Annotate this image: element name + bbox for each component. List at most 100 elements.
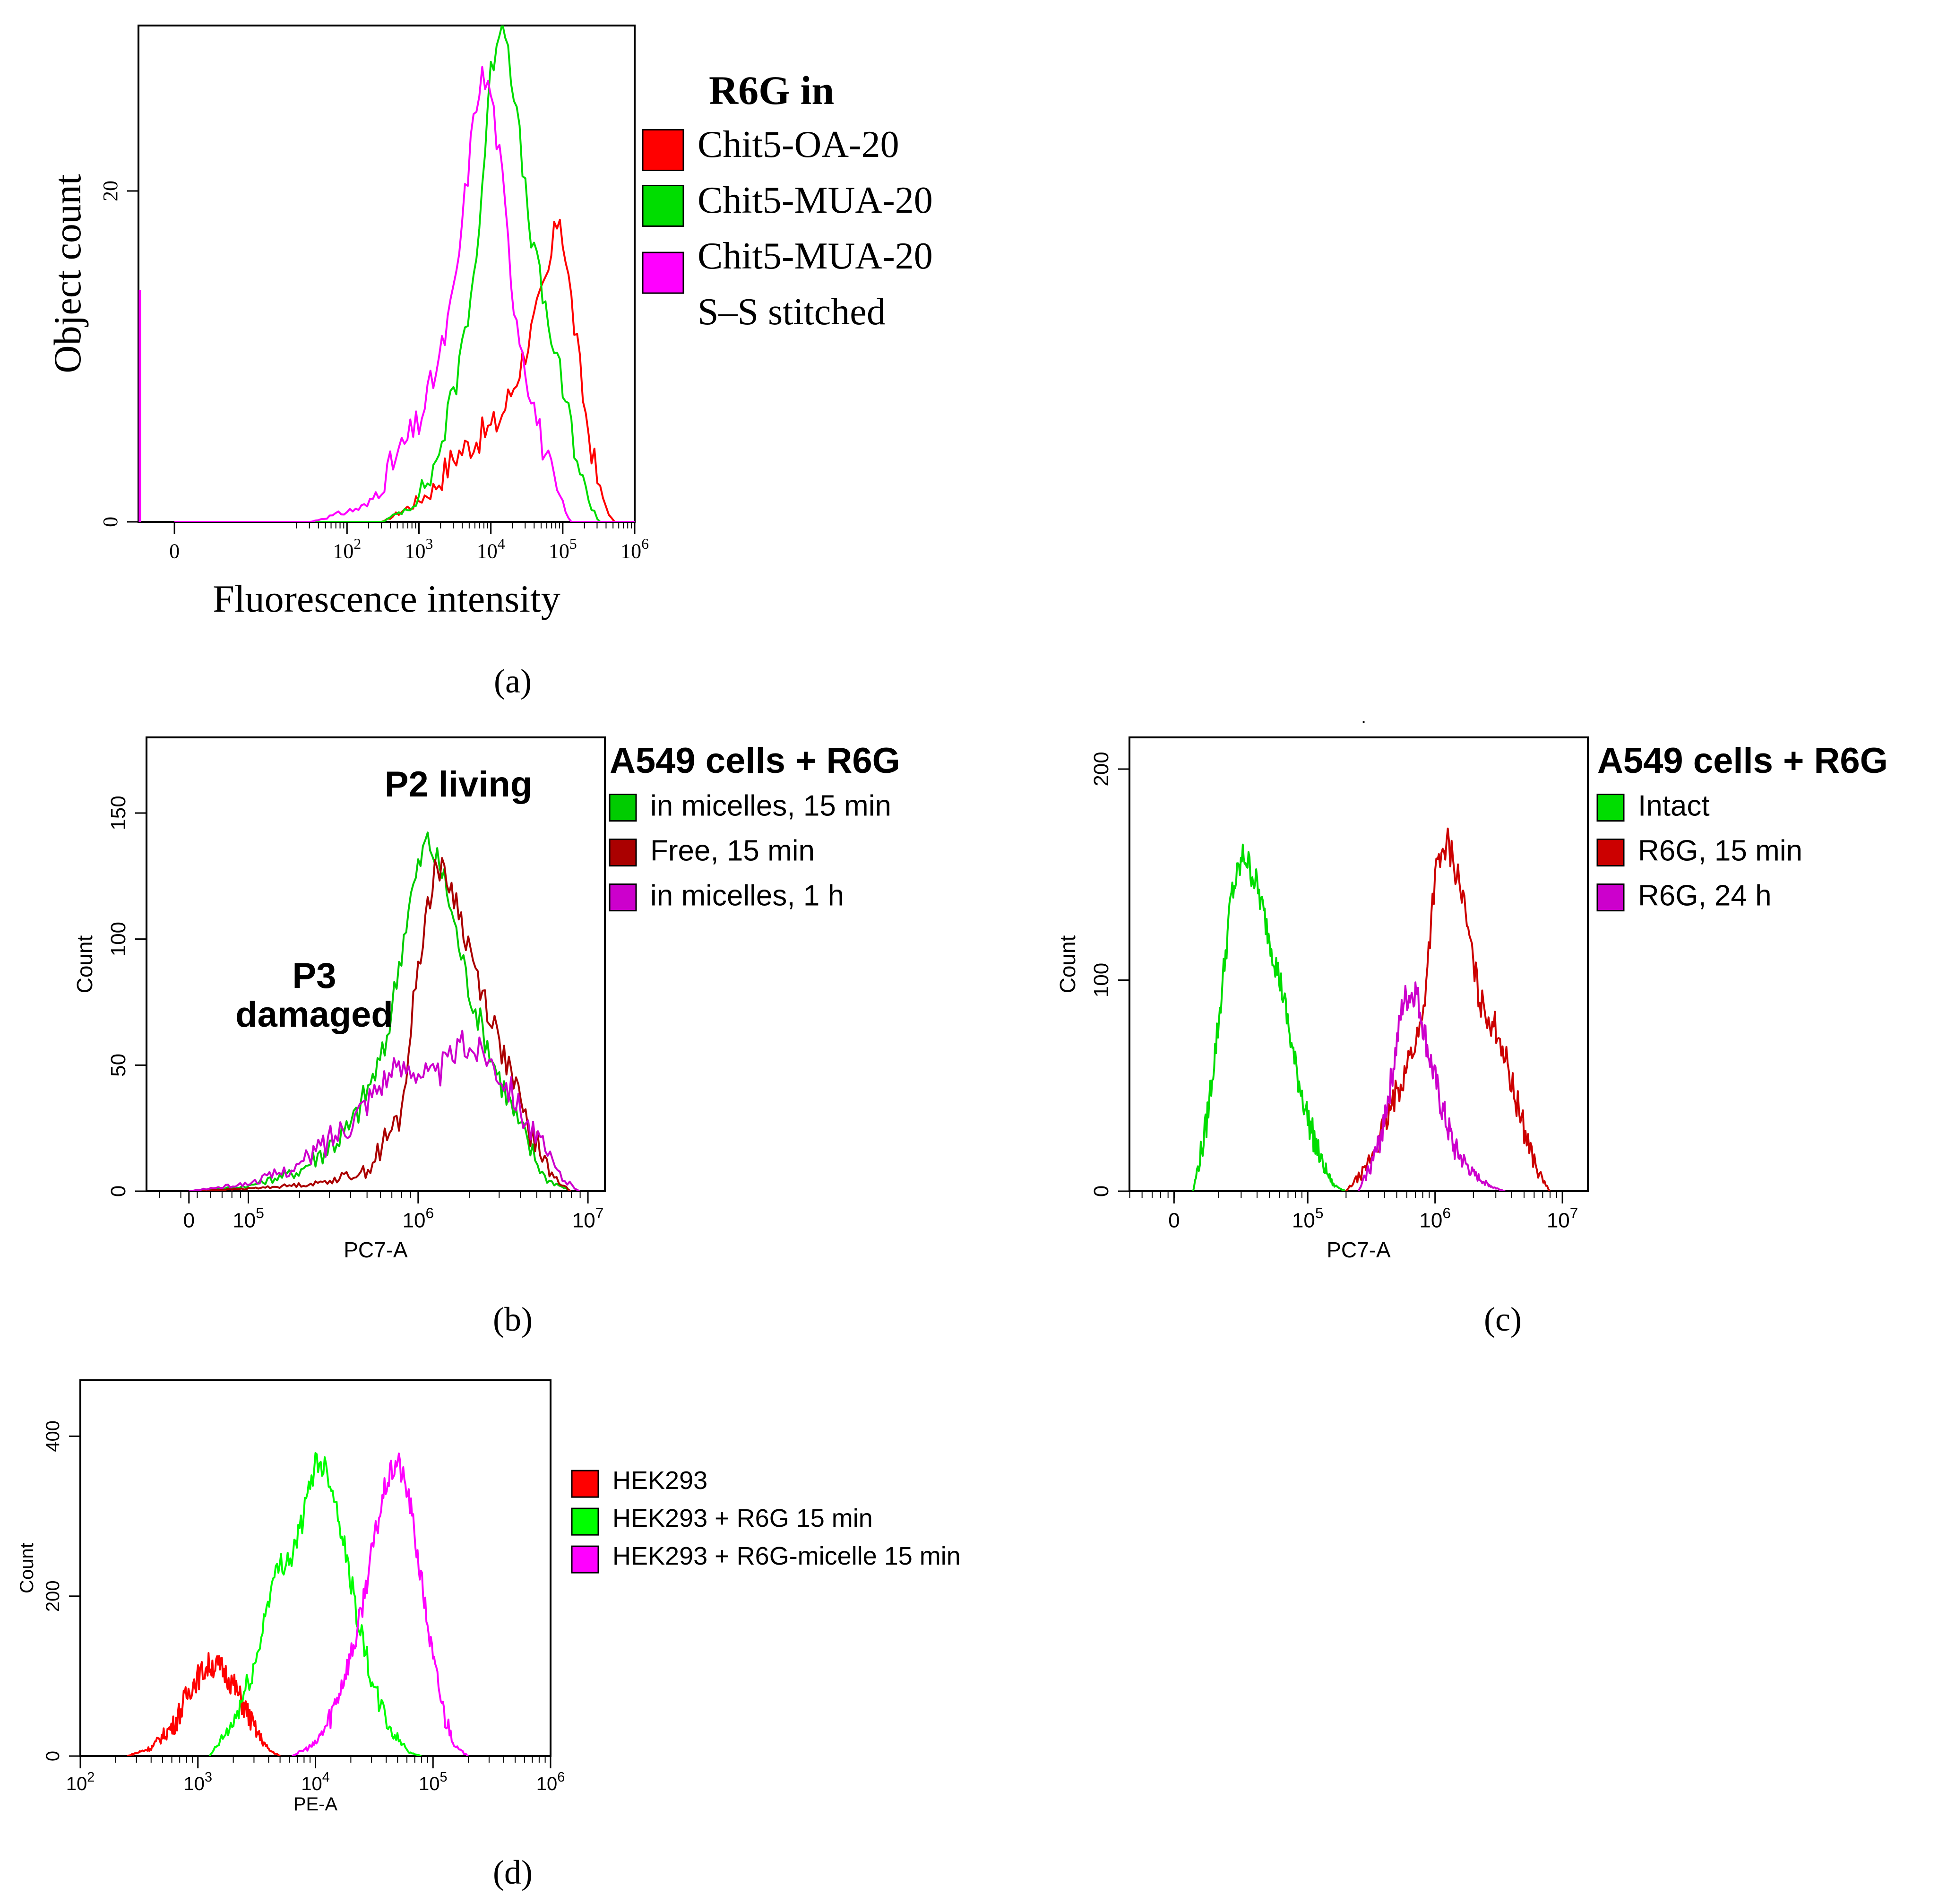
legend-swatch [643,252,683,293]
x-tick-label: 107 [1547,1204,1578,1232]
legend: R6G inChit5-OA-20Chit5-MUA-20Chit5-MUA-2… [643,68,933,333]
x-tick-label: 106 [620,536,649,563]
x-tick-exp: 5 [569,536,577,552]
series-group [128,1453,468,1756]
series-group [174,23,635,522]
legend-label-line: Chit5-OA-20 [698,124,899,165]
legend-swatch [572,1508,598,1535]
x-tick-label: 106 [403,1204,434,1232]
legend: A549 cells + R6G Intact R6G, 15 min R6G, 24… [1597,741,1888,912]
legend-label: HEK293 + R6G 15 min [612,1504,873,1532]
legend-label: Chit5-MUA-20 S–S stitched [698,235,933,333]
x-tick-base: 10 [572,1209,595,1232]
legend-label-line: S–S stitched [698,291,886,333]
x-tick-base: 0 [183,1209,195,1232]
x-tick-base: 10 [477,540,498,563]
x-tick-exp: 6 [641,536,649,552]
legend-swatch [610,884,636,911]
plot-frame [80,1380,551,1756]
x-tick-exp: 2 [87,1770,95,1785]
x-tick-exp: 3 [205,1770,212,1785]
legend-label: Chit5-OA-20 [698,124,899,165]
x-tick-base: 10 [333,540,353,563]
annotation-line: damaged [235,995,393,1035]
legend-label-line: R6G, 15 min [1638,834,1802,867]
x-tick-label: 105 [549,536,577,563]
y-tick-label: 0 [43,1751,63,1761]
legend: HEK293 HEK293 + R6G 15 min HEK293 + R6G-mi… [572,1466,961,1573]
y-tick-label: 50 [107,1054,130,1077]
legend-label-line: Chit5-MUA-20 [698,235,933,277]
annotation-line: P3 [293,956,336,996]
x-tick-label: 105 [1292,1204,1324,1232]
series-line [128,1653,280,1756]
y-axis-label: Count [72,935,97,993]
x-tick-label: 105 [419,1770,448,1794]
x-tick-label: 103 [183,1770,212,1794]
caption-a: (a) [494,662,532,700]
x-tick-label: 0 [169,540,180,563]
legend-label: Intact [1638,789,1710,822]
x-tick-exp: 7 [1570,1204,1578,1221]
y-axis-label: Count [17,1543,37,1593]
stray-mark: . [1361,707,1366,727]
legend-label: Chit5-MUA-20 [698,180,933,221]
legend-label-line: R6G, 24 h [1638,879,1772,912]
caption-d: (d) [493,1853,533,1891]
x-tick-base: 10 [549,540,569,563]
x-axis-label: PC7-A [1327,1238,1391,1262]
y-tick-label: 0 [99,517,122,527]
x-tick-label: 0 [1168,1209,1180,1232]
legend-label-line: HEK293 + R6G-micelle 15 min [612,1542,961,1570]
x-tick-label: 102 [66,1770,95,1794]
x-axis-label: PE-A [293,1794,338,1815]
plot-frame [146,737,605,1191]
x-tick-base: 10 [620,540,641,563]
y-tick-label: 200 [43,1580,63,1612]
legend-label: in micelles, 15 min [650,789,891,822]
y-tick-label: 100 [107,922,130,956]
x-tick-exp: 5 [256,1204,264,1221]
x-tick-exp: 3 [426,536,433,552]
legend-label: HEK293 [612,1466,707,1495]
panel-a: 0 102 103 104 105 106020Fluorescence intensit… [46,23,933,620]
legend-title: A549 cells + R6G [1597,741,1888,781]
x-minor-ticks [116,1756,545,1763]
legend-swatch [572,1546,598,1573]
legend-label: R6G, 15 min [1638,834,1802,867]
panel-d: 102 103 104 105 1060200400PE-ACountHEK293HEK… [17,1380,961,1815]
x-tick-exp: 6 [425,1204,434,1221]
legend-label-line: in micelles, 1 h [650,879,844,912]
x-tick-label: 104 [301,1770,330,1794]
legend-label-line: Free, 15 min [650,834,815,867]
y-tick-label: 0 [107,1186,130,1197]
y-tick-label: 100 [1090,963,1113,997]
series-line [292,1454,468,1756]
legend-label: R6G, 24 h [1638,879,1772,912]
legend-swatch [1597,839,1624,866]
x-tick-base: 0 [169,540,180,563]
legend-label-line: HEK293 [612,1466,707,1495]
x-tick-base: 10 [419,1774,440,1794]
legend-label: HEK293 + R6G-micelle 15 min [612,1542,961,1570]
x-tick-base: 10 [183,1774,205,1794]
x-tick-base: 10 [536,1774,558,1794]
x-tick-exp: 2 [353,536,361,552]
x-tick-base: 10 [403,1209,426,1232]
legend-label-line: in micelles, 15 min [650,789,891,822]
x-minor-ticks [1130,1191,1557,1198]
caption-b: (b) [493,1300,533,1338]
legend-swatch [610,839,636,866]
x-minor-ticks [160,1191,580,1198]
series-line [1193,845,1346,1191]
legend: A549 cells + R6G in micelles, 15 min Free,… [610,741,900,912]
series-line [174,67,635,522]
x-tick-exp: 5 [1315,1204,1324,1221]
series-line [1359,982,1505,1191]
x-tick-exp: 6 [1442,1204,1451,1221]
x-tick-label: 104 [477,536,505,563]
legend-swatch [610,795,636,821]
x-tick-base: 0 [1168,1209,1180,1232]
